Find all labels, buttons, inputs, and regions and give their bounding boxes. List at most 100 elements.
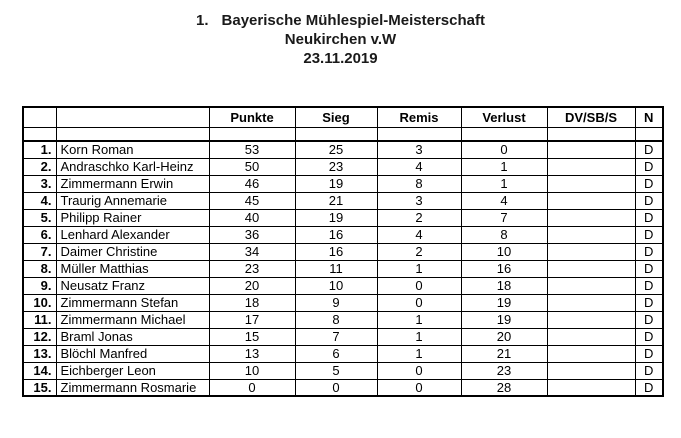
cell-n: D: [634, 157, 664, 176]
cell-dv_sb_s: [546, 293, 636, 312]
cell-name: Lenhard Alexander: [55, 225, 210, 244]
cell-verlust: 4: [460, 191, 548, 210]
cell-verlust: 18: [460, 276, 548, 295]
cell-punkte: 23: [208, 259, 296, 278]
cell-remis: 3: [376, 140, 462, 159]
cell-n: D: [634, 293, 664, 312]
cell-rank: 12.: [22, 327, 57, 346]
table-row: 11. Zimmermann Michael 17 8 1 19 D: [22, 310, 664, 329]
cell-remis: 3: [376, 191, 462, 210]
cell-dv_sb_s: [546, 276, 636, 295]
cell-rank: 11.: [22, 310, 57, 329]
cell-name: Zimmermann Michael: [55, 310, 210, 329]
cell-n: D: [634, 191, 664, 210]
cell-sieg: 0: [294, 378, 378, 397]
cell-remis: 1: [376, 344, 462, 363]
cell-punkte: 10: [208, 361, 296, 380]
title-tournament-name: Bayerische Mühlespiel-Meisterschaft: [221, 12, 485, 29]
cell-name: Blöchl Manfred: [55, 344, 210, 363]
table-row: 13. Blöchl Manfred 13 6 1 21 D: [22, 344, 664, 363]
cell-punkte: 18: [208, 293, 296, 312]
header-n: N: [634, 106, 664, 128]
cell-punkte: 34: [208, 242, 296, 261]
cell-remis: 1: [376, 259, 462, 278]
cell-sieg: 16: [294, 225, 378, 244]
cell-verlust: 1: [460, 157, 548, 176]
cell-sieg: 25: [294, 140, 378, 159]
cell-rank: 15.: [22, 378, 57, 397]
title-location: Neukirchen v.W: [284, 31, 397, 48]
cell-punkte: 40: [208, 208, 296, 227]
cell-dv_sb_s: [546, 191, 636, 210]
cell-dv_sb_s: [546, 208, 636, 227]
header-name: [55, 106, 210, 128]
cell-remis: 1: [376, 310, 462, 329]
cell-name: Müller Matthias: [55, 259, 210, 278]
cell-punkte: 20: [208, 276, 296, 295]
cell-sieg: 23: [294, 157, 378, 176]
spacer-cell: [208, 126, 296, 142]
cell-name: Andraschko Karl-Heinz: [55, 157, 210, 176]
spacer-cell: [460, 126, 548, 142]
spacer-cell: [376, 126, 462, 142]
header-row: Punkte Sieg Remis Verlust DV/SB/S N: [22, 106, 664, 128]
cell-n: D: [634, 174, 664, 193]
header-sieg: Sieg: [294, 106, 378, 128]
cell-rank: 2.: [22, 157, 57, 176]
cell-verlust: 16: [460, 259, 548, 278]
table-row: 4. Traurig Annemarie 45 21 3 4 D: [22, 191, 664, 210]
cell-dv_sb_s: [546, 344, 636, 363]
cell-sieg: 8: [294, 310, 378, 329]
cell-n: D: [634, 310, 664, 329]
cell-dv_sb_s: [546, 242, 636, 261]
spacer-cell: [22, 126, 57, 142]
cell-dv_sb_s: [546, 361, 636, 380]
cell-rank: 5.: [22, 208, 57, 227]
cell-verlust: 10: [460, 242, 548, 261]
cell-verlust: 1: [460, 174, 548, 193]
table-row: 12. Braml Jonas 15 7 1 20 D: [22, 327, 664, 346]
cell-verlust: 21: [460, 344, 548, 363]
title-line-tournament: 1. Bayerische Mühlespiel-Meisterschaft: [0, 11, 681, 30]
cell-punkte: 45: [208, 191, 296, 210]
cell-dv_sb_s: [546, 259, 636, 278]
cell-remis: 4: [376, 225, 462, 244]
cell-name: Zimmermann Stefan: [55, 293, 210, 312]
cell-punkte: 0: [208, 378, 296, 397]
cell-punkte: 46: [208, 174, 296, 193]
cell-name: Neusatz Franz: [55, 276, 210, 295]
cell-remis: 1: [376, 327, 462, 346]
cell-n: D: [634, 344, 664, 363]
cell-rank: 14.: [22, 361, 57, 380]
table-row: 8. Müller Matthias 23 11 1 16 D: [22, 259, 664, 278]
cell-punkte: 17: [208, 310, 296, 329]
cell-n: D: [634, 327, 664, 346]
cell-n: D: [634, 259, 664, 278]
header-verlust: Verlust: [460, 106, 548, 128]
cell-n: D: [634, 276, 664, 295]
cell-sieg: 6: [294, 344, 378, 363]
spacer-cell: [634, 126, 664, 142]
cell-remis: 0: [376, 276, 462, 295]
cell-rank: 13.: [22, 344, 57, 363]
cell-n: D: [634, 140, 664, 159]
cell-verlust: 0: [460, 140, 548, 159]
cell-remis: 0: [376, 378, 462, 397]
cell-dv_sb_s: [546, 310, 636, 329]
cell-remis: 0: [376, 361, 462, 380]
cell-sieg: 21: [294, 191, 378, 210]
cell-n: D: [634, 225, 664, 244]
cell-rank: 4.: [22, 191, 57, 210]
title-number: 1.: [196, 12, 209, 29]
cell-punkte: 50: [208, 157, 296, 176]
standings-table: Punkte Sieg Remis Verlust DV/SB/S N 1. Ko…: [22, 106, 664, 397]
cell-rank: 3.: [22, 174, 57, 193]
cell-rank: 1.: [22, 140, 57, 159]
cell-name: Zimmermann Erwin: [55, 174, 210, 193]
cell-sieg: 11: [294, 259, 378, 278]
document-title-block: 1. Bayerische Mühlespiel-Meisterschaft Ne…: [0, 0, 681, 68]
spacer-cell: [546, 126, 636, 142]
cell-name: Korn Roman: [55, 140, 210, 159]
cell-verlust: 19: [460, 293, 548, 312]
cell-dv_sb_s: [546, 327, 636, 346]
